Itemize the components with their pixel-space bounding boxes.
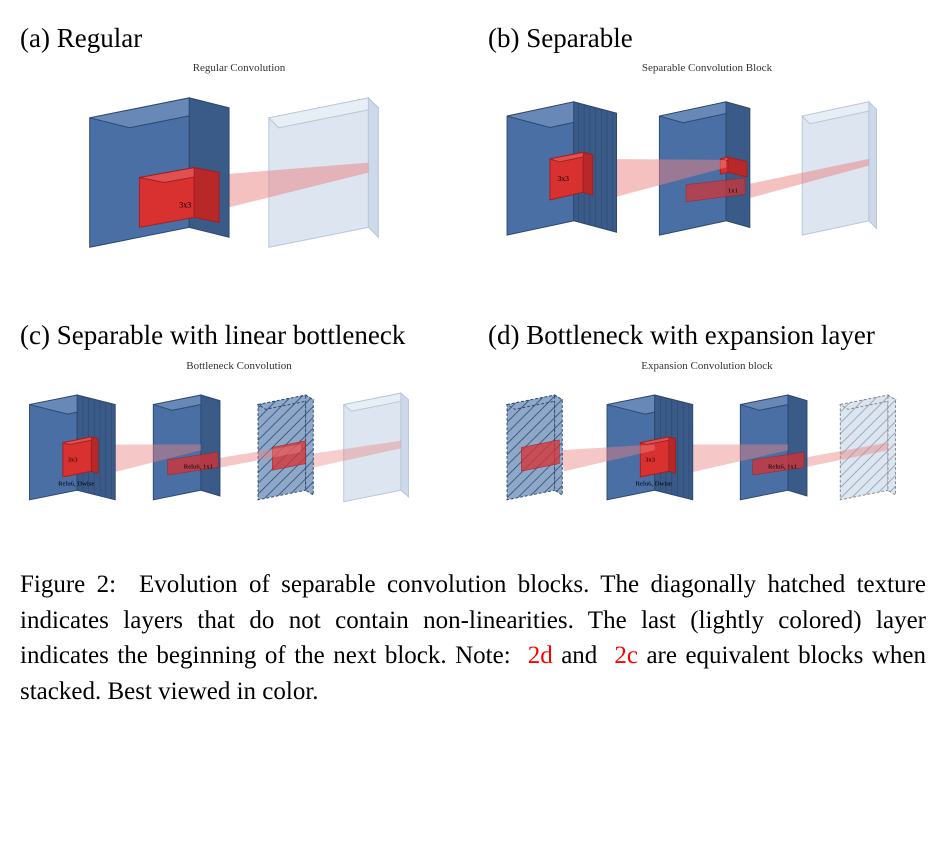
subfig-d-label: (d) Bottleneck with ex­pansion layer [488,317,926,353]
subfig-b: (b) Separable Separable Convolution Bloc… [488,20,926,297]
figure-grid: (a) Regular Regular Convolution [20,20,926,547]
subfig-c: (c) Separable with linear bottleneck Bot… [20,317,458,547]
caption-ref1: 2d [528,642,553,669]
subfig-c-title: Bottleneck Convolution [20,360,458,372]
kernel-b2-text: 1x1 [728,188,738,195]
op-d1-text: Relu6, Dwise [636,480,672,487]
op-d2-text: Relu6, 1x1 [768,463,797,470]
kernel-c1-text: 3x3 [68,457,79,464]
subfig-b-label: (b) Separable [488,20,926,56]
subfig-a-label: (a) Regular [20,20,458,56]
subfig-d-diagram: Relu6, 1x1 3x3 Relu6, [488,376,926,547]
figure-caption: Figure 2: Evolution of separable convolu… [20,567,926,709]
kernel-d1-text: 3x3 [645,457,656,464]
subfig-c-diagram: Relu6, 1x1 3x3 Relu6, [20,376,458,547]
subfig-a-diagram: 3x3 [20,78,458,297]
op-c1-text: Relu6, Dwise [58,480,94,487]
subfig-c-label: (c) Separable with linear bottleneck [20,317,458,353]
op-c2-text: Relu6, 1x1 [184,463,213,470]
caption-prefix: Figure 2: [20,571,116,598]
kernel-a-text: 3x3 [179,201,191,210]
subfig-a-title: Regular Convolution [20,62,458,74]
caption-ref2: 2c [614,642,638,669]
caption-mid: and [553,642,606,669]
kernel-b1-text: 3x3 [558,174,570,183]
subfig-b-title: Separable Convolution Block [488,62,926,74]
subfig-a: (a) Regular Regular Convolution [20,20,458,297]
subfig-b-diagram: 1x1 3x3 [488,78,926,287]
subfig-d: (d) Bottleneck with ex­pansion layer Exp… [488,317,926,547]
subfig-d-title: Expansion Convolution block [488,360,926,372]
